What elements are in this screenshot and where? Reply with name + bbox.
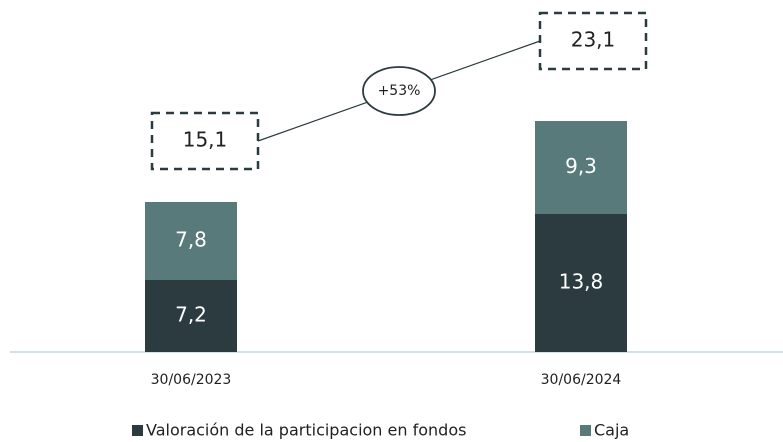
x-tick-label: 30/06/2024 — [541, 372, 622, 388]
x-tick-label: 30/06/2023 — [151, 372, 232, 388]
total-box — [538, 11, 648, 71]
bar-segment — [535, 214, 627, 352]
value-label: 13,8 — [559, 270, 604, 294]
value-label: 7,2 — [175, 303, 207, 327]
bar-segment — [145, 280, 237, 352]
legend-swatch — [580, 425, 591, 436]
total-label: 15,1 — [183, 128, 228, 152]
total-label: 23,1 — [571, 28, 616, 52]
legend-label: Valoración de la participacion en fondos — [146, 421, 466, 440]
legend-swatch — [132, 425, 143, 436]
value-label: 9,3 — [565, 154, 597, 178]
growth-label: +53% — [378, 83, 421, 99]
bar-segment — [145, 202, 237, 280]
bar-segment — [535, 121, 627, 214]
legend-label: Caja — [594, 421, 629, 440]
growth-badge — [362, 66, 436, 116]
total-box — [150, 111, 260, 171]
value-label: 7,8 — [175, 228, 207, 252]
